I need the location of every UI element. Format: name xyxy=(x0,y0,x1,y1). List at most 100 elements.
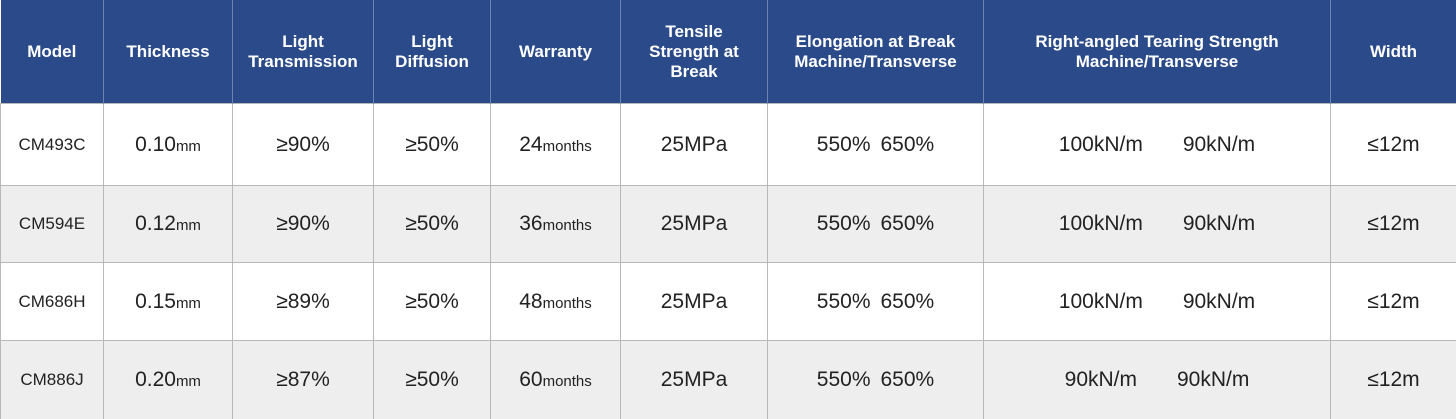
header-line: Model xyxy=(27,41,77,61)
width-cell: ≤12m xyxy=(1330,340,1456,419)
tensile-cell: 25MPa xyxy=(620,185,768,263)
transmission-cell: ≥90% xyxy=(232,103,374,186)
thickness-cell: 0.15mm xyxy=(103,262,233,341)
table-row: CM886J 0.20mm ≥87% ≥50% 60months 25MPa 550% 650… xyxy=(0,340,1456,419)
value: 0.15 xyxy=(135,289,176,313)
elongation-cell: 550% 650% xyxy=(767,103,984,186)
value: 90kN/m xyxy=(1182,212,1256,235)
unit: months xyxy=(542,294,592,312)
tearing-cell: 100kN/m 90kN/m xyxy=(983,262,1331,341)
value: 650% xyxy=(880,368,935,391)
header-line: Tensile xyxy=(665,21,723,41)
header-line: Machine/Transverse xyxy=(1075,51,1239,71)
model-cell: CM493C xyxy=(0,103,104,186)
header-cell: Tensile Strength at Break xyxy=(620,0,768,104)
header-line: Transmission xyxy=(248,51,358,71)
header-line: Strength at xyxy=(649,41,739,61)
value: 100kN/m xyxy=(1058,132,1143,156)
warranty-cell: 36months xyxy=(490,185,621,263)
header-cell: Model xyxy=(0,0,104,104)
warranty-cell: 24months xyxy=(490,103,621,186)
header-cell: Width xyxy=(1330,0,1456,104)
table-row: CM493C 0.10mm ≥90% ≥50% 24months 25MPa 550% 650… xyxy=(0,103,1456,186)
unit: mm xyxy=(175,137,201,155)
table-row: CM686H 0.15mm ≥89% ≥50% 48months 25MPa 550% 650… xyxy=(0,262,1456,341)
unit: months xyxy=(542,217,592,234)
table-body: CM493C 0.10mm ≥90% ≥50% 24months 25MPa 550% 650… xyxy=(0,103,1456,419)
value: 24 xyxy=(519,132,543,156)
header-line: Break xyxy=(670,61,718,81)
unit: mm xyxy=(175,217,201,234)
diffusion-cell: ≥50% xyxy=(373,262,491,341)
tearing-cell: 100kN/m 90kN/m xyxy=(983,185,1331,263)
table-row: CM594E 0.12mm ≥90% ≥50% 36months 25MPa 550% 650… xyxy=(0,185,1456,263)
value: 100kN/m xyxy=(1058,212,1143,235)
header-line: Elongation at Break xyxy=(795,31,956,51)
value: 550% xyxy=(816,368,871,391)
value: 0.10 xyxy=(135,132,176,156)
header-line: Thickness xyxy=(126,41,210,61)
tensile-cell: 25MPa xyxy=(620,340,768,419)
value: 90kN/m xyxy=(1177,368,1250,391)
value: 650% xyxy=(880,132,935,156)
thickness-cell: 0.12mm xyxy=(103,185,233,263)
width-cell: ≤12m xyxy=(1330,103,1456,186)
model-cell: CM594E xyxy=(0,185,104,263)
tearing-cell: 90kN/m 90kN/m xyxy=(983,340,1331,419)
header-line: Light xyxy=(282,31,324,51)
value: 650% xyxy=(880,212,935,235)
tensile-cell: 25MPa xyxy=(620,103,768,186)
transmission-cell: ≥89% xyxy=(232,262,374,341)
value: 0.12 xyxy=(135,212,176,235)
header-line: Diffusion xyxy=(395,51,469,71)
value: 650% xyxy=(880,289,935,313)
header-cell: Light Transmission xyxy=(232,0,374,104)
elongation-cell: 550% 650% xyxy=(767,185,984,263)
model-cell: CM886J xyxy=(0,340,104,419)
value: 550% xyxy=(816,132,871,156)
diffusion-cell: ≥50% xyxy=(373,103,491,186)
value: 90kN/m xyxy=(1182,132,1256,156)
warranty-cell: 60months xyxy=(490,340,621,419)
model-cell: CM686H xyxy=(0,262,104,341)
value: 60 xyxy=(519,368,543,391)
unit: months xyxy=(542,137,592,155)
header-cell: Light Diffusion xyxy=(373,0,491,104)
thickness-cell: 0.20mm xyxy=(103,340,233,419)
width-cell: ≤12m xyxy=(1330,262,1456,341)
tensile-cell: 25MPa xyxy=(620,262,768,341)
elongation-cell: 550% 650% xyxy=(767,262,984,341)
value: 48 xyxy=(519,289,543,313)
warranty-cell: 48months xyxy=(490,262,621,341)
value: 550% xyxy=(816,289,871,313)
unit: mm xyxy=(175,294,201,312)
transmission-cell: ≥87% xyxy=(232,340,374,419)
diffusion-cell: ≥50% xyxy=(373,340,491,419)
value: 90kN/m xyxy=(1182,289,1256,313)
value: 100kN/m xyxy=(1058,289,1143,313)
header-line: Width xyxy=(1369,41,1418,61)
diffusion-cell: ≥50% xyxy=(373,185,491,263)
header-cell: Elongation at Break Machine/Transverse xyxy=(767,0,984,104)
elongation-cell: 550% 650% xyxy=(767,340,984,419)
header-line: Warranty xyxy=(518,41,593,61)
header-line: Machine/Transverse xyxy=(794,51,957,71)
header-row: Model Thickness Light Transmission Light Diff… xyxy=(0,0,1456,104)
header-line: Right-angled Tearing Strength xyxy=(1035,31,1279,51)
value: 36 xyxy=(519,212,543,235)
header-cell: Right-angled Tearing Strength Machine/Tra… xyxy=(983,0,1331,104)
tearing-cell: 100kN/m 90kN/m xyxy=(983,103,1331,186)
unit: months xyxy=(542,373,592,390)
unit: mm xyxy=(175,373,201,390)
value: 550% xyxy=(816,212,871,235)
header-line: Light xyxy=(411,31,453,51)
width-cell: ≤12m xyxy=(1330,185,1456,263)
value: 90kN/m xyxy=(1064,368,1137,391)
transmission-cell: ≥90% xyxy=(232,185,374,263)
thickness-cell: 0.10mm xyxy=(103,103,233,186)
value: 0.20 xyxy=(135,368,176,391)
header-cell: Thickness xyxy=(103,0,233,104)
header-cell: Warranty xyxy=(490,0,621,104)
